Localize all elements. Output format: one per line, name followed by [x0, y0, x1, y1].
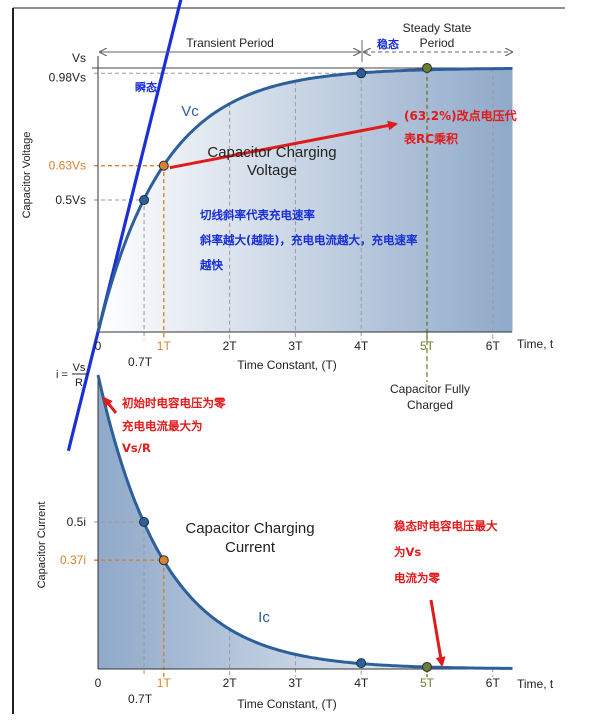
voltage-time-label: Time, t [517, 337, 554, 351]
rc-note-line1: (63.2%)改点电压代 [404, 108, 517, 123]
data-point-2 [356, 68, 367, 79]
current-y-axis-title: Capacitor Current [36, 502, 48, 589]
voltage-points [139, 63, 432, 205]
rc-note-line2: 表RC乘积 [403, 131, 458, 146]
x-tick-label-07t: 0.7T [128, 692, 153, 706]
steady-note-line1: 稳态时电容电压最大 [394, 519, 498, 533]
vc-series-label: Vc [181, 103, 199, 120]
slope-note-line2: 斜率越大(越陡)，充电电流越大，充电速率 [199, 233, 418, 247]
x-tick-label: 4T [354, 676, 369, 690]
y-tick-label: Vs [72, 51, 86, 65]
fully-charged-line1: Capacitor Fully [390, 382, 470, 396]
current-title-line2: Current [225, 539, 276, 556]
voltage-x-axis-title: Time Constant, (T) [237, 358, 337, 372]
i-formula-den: R [75, 377, 83, 389]
data-point-0 [139, 517, 150, 527]
x-tick-label: 5T [420, 339, 435, 353]
current-curve-ic [96, 374, 513, 670]
voltage-chart: 0 1T 2T 3T 4T 5T 6T 0.7T Vs 0.98Vs 0.63Vs 0.5Vs Tr… [21, 0, 554, 452]
data-point-1 [158, 555, 169, 566]
start-note-line1: 初始时电容电压为零 [122, 396, 226, 410]
current-area-fill [98, 375, 513, 669]
steady-period-label: Period [420, 36, 455, 50]
voltage-y-axis-title: Capacitor Voltage [21, 132, 33, 219]
voltage-title-line2: Voltage [247, 162, 297, 179]
steady-note-line2: 为Vs [394, 545, 421, 559]
steady-note-line3: 电流为零 [394, 571, 440, 585]
y-tick-label: 0.63Vs [49, 159, 86, 173]
data-point-1 [158, 160, 169, 171]
x-tick-label: 0 [95, 676, 102, 690]
y-tick-label: 0.5i [67, 515, 86, 529]
x-tick-label: 1T [157, 676, 172, 690]
voltage-y-tick-labels: Vs 0.98Vs 0.63Vs 0.5Vs [49, 51, 86, 207]
x-tick-label: 5T [420, 676, 435, 690]
data-point-3 [422, 63, 432, 73]
x-tick-label: 6T [486, 339, 501, 353]
x-tick-label: 4T [354, 339, 369, 353]
x-tick-label: 3T [288, 339, 303, 353]
current-time-label: Time, t [517, 677, 554, 691]
current-x-tick-labels: 0 1T 2T 3T 4T 5T 6T 0.7T [95, 676, 501, 706]
steady-state-label: Steady State [403, 21, 472, 35]
voltage-curve-vc [96, 67, 513, 333]
current-x-axis-title: Time Constant, (T) [237, 697, 337, 711]
data-point-3 [422, 661, 432, 672]
transient-cn-label: 瞬态 [135, 80, 157, 94]
voltage-x-tick-labels: 0 1T 2T 3T 4T 5T 6T 0.7T [95, 339, 501, 369]
current-y-tick-labels: 0.5i 0.37i [60, 515, 86, 567]
steady-note-red-arrow [429, 599, 446, 667]
x-tick-label: 2T [223, 676, 238, 690]
x-tick-label-07t: 0.7T [128, 355, 153, 369]
y-tick-label: 0.5Vs [55, 193, 86, 207]
voltage-guide-lines [92, 67, 512, 382]
voltage-title-line1: Capacitor Charging [207, 144, 336, 161]
x-tick-label: 6T [486, 676, 501, 690]
x-tick-label: 1T [157, 339, 172, 353]
ic-series-label: Ic [258, 609, 270, 626]
start-note-line3: Vs/R [122, 441, 151, 455]
current-points [139, 517, 432, 672]
x-tick-label: 0 [95, 339, 102, 353]
y-tick-label: 0.98Vs [49, 70, 86, 84]
current-title-line1: Capacitor Charging [185, 520, 314, 537]
start-note-line2: 充电电流最大为 [122, 419, 203, 433]
data-point-2 [356, 658, 367, 669]
i-formula-num: Vs [73, 362, 86, 374]
x-tick-label: 2T [223, 339, 238, 353]
current-chart: 0 1T 2T 3T 4T 5T 6T 0.7T 0.5i 0.37i i = Vs R 初始时… [36, 362, 554, 711]
rc-point-red-arrow [169, 120, 398, 170]
slope-note-line1: 切线斜率代表充电速率 [200, 208, 315, 222]
slope-note-line3: 越快 [199, 258, 223, 272]
data-point-0 [139, 195, 150, 205]
voltage-area-fill [98, 68, 513, 332]
steady-cn-label: 稳态 [377, 37, 399, 51]
x-tick-label: 3T [288, 676, 303, 690]
start-note-red-arrow [102, 396, 118, 414]
fully-charged-line2: Charged [407, 398, 453, 412]
i-formula-lhs: i = [56, 369, 68, 381]
y-tick-label: 0.37i [60, 553, 86, 567]
transient-period-label: Transient Period [186, 36, 274, 50]
